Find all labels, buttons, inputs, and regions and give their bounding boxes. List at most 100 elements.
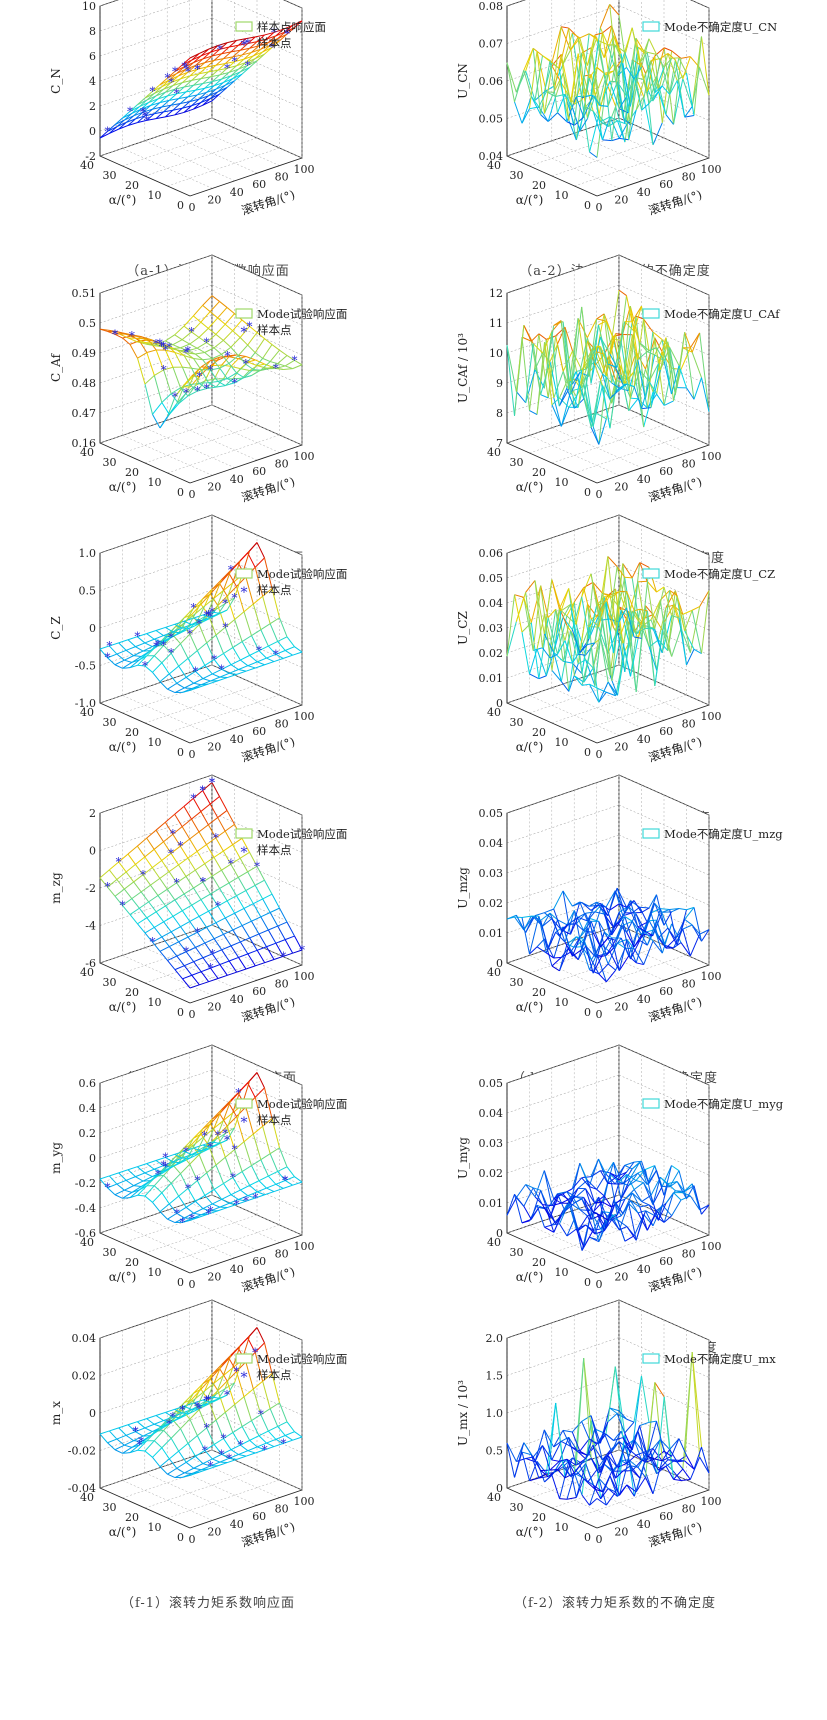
mesh-line bbox=[247, 661, 258, 667]
mesh-line bbox=[628, 1203, 639, 1214]
mesh-line bbox=[116, 879, 125, 890]
mesh-line bbox=[144, 113, 155, 117]
mesh-line bbox=[206, 64, 217, 68]
sample-point-marker: * bbox=[179, 1403, 185, 1417]
sample-point-marker: * bbox=[144, 113, 150, 127]
mesh-line bbox=[210, 967, 219, 979]
roll-tick-label: 60 bbox=[659, 985, 673, 998]
mesh-line bbox=[137, 1185, 148, 1196]
mesh-line bbox=[189, 915, 200, 922]
mesh-line bbox=[125, 118, 136, 123]
alpha-tick-label: 10 bbox=[555, 1266, 569, 1279]
mesh-line bbox=[506, 594, 515, 657]
roll-tick-label: 0 bbox=[596, 748, 603, 761]
mesh-line bbox=[108, 1175, 118, 1185]
mesh-line bbox=[599, 336, 609, 365]
mesh-line bbox=[603, 603, 613, 681]
mesh-line bbox=[167, 960, 176, 970]
mesh-line bbox=[682, 56, 691, 79]
mesh-line bbox=[226, 1125, 236, 1150]
mesh-line bbox=[217, 42, 228, 46]
mesh-line bbox=[665, 114, 674, 125]
mesh-line bbox=[176, 66, 185, 74]
sample-point-marker: * bbox=[202, 1129, 208, 1143]
mesh-line bbox=[255, 962, 265, 967]
mesh-line bbox=[553, 1430, 564, 1448]
chart-svg: **************************0.60.40.20-0.2… bbox=[49, 1044, 347, 1295]
mesh-line bbox=[665, 59, 676, 115]
mesh-line bbox=[240, 368, 250, 371]
alpha-axis bbox=[99, 1232, 191, 1274]
mesh-line bbox=[135, 1431, 144, 1437]
mesh-line bbox=[202, 1144, 211, 1148]
mesh-line bbox=[590, 1415, 599, 1445]
mesh-line bbox=[611, 364, 620, 404]
mesh-line bbox=[183, 798, 194, 807]
mesh-line bbox=[245, 1197, 256, 1202]
mesh-line bbox=[644, 1448, 654, 1463]
mesh-line bbox=[605, 906, 614, 928]
mesh-line bbox=[560, 947, 570, 958]
mesh-line bbox=[622, 63, 631, 107]
mesh-line bbox=[146, 911, 157, 919]
mesh-line bbox=[635, 913, 644, 935]
mesh-line bbox=[682, 1192, 691, 1197]
chart-panel-b2: 12 11 10 9 8 7 40 30 20 10 0 0 20 40 60 80 100 U_CAf / 10… bbox=[415, 254, 815, 582]
mesh-line bbox=[189, 384, 198, 392]
mesh-line bbox=[266, 946, 275, 960]
gridline bbox=[574, 419, 665, 461]
mesh-line bbox=[269, 912, 279, 927]
mesh-line bbox=[200, 98, 211, 104]
mesh-line bbox=[159, 681, 168, 690]
mesh-line bbox=[266, 35, 276, 40]
mesh-line bbox=[589, 151, 598, 158]
mesh-line bbox=[195, 58, 204, 66]
mesh-line bbox=[199, 981, 209, 986]
mesh-line bbox=[168, 871, 178, 884]
mesh-line bbox=[135, 856, 146, 865]
mesh-line bbox=[196, 844, 207, 852]
mesh-line bbox=[633, 1160, 642, 1163]
mesh-line bbox=[639, 1161, 648, 1185]
mesh-line bbox=[178, 941, 187, 953]
mesh-line bbox=[226, 810, 235, 825]
mesh-line bbox=[191, 98, 200, 107]
mesh-line bbox=[204, 1195, 213, 1205]
mesh-line bbox=[224, 823, 235, 832]
mesh-line bbox=[150, 339, 159, 343]
mesh-line bbox=[551, 918, 560, 936]
mesh-line bbox=[618, 1441, 628, 1464]
mesh-line bbox=[209, 311, 218, 319]
mesh-line bbox=[607, 556, 616, 626]
mesh-line bbox=[137, 358, 146, 385]
mesh-line bbox=[202, 1378, 211, 1385]
mesh-line bbox=[644, 53, 654, 102]
sample-point-marker: * bbox=[190, 791, 196, 805]
mesh-line bbox=[118, 639, 129, 644]
mesh-line bbox=[240, 1184, 250, 1191]
mesh-line bbox=[174, 893, 185, 901]
mesh-line bbox=[144, 108, 153, 117]
mesh-line bbox=[543, 1429, 553, 1461]
mesh-line bbox=[109, 128, 119, 134]
mesh-line bbox=[174, 351, 185, 357]
mesh-line bbox=[525, 343, 534, 403]
mesh-line bbox=[169, 75, 179, 81]
mesh-line bbox=[622, 1177, 631, 1185]
mesh-line bbox=[225, 378, 234, 386]
mesh-line bbox=[600, 638, 609, 683]
mesh-line bbox=[210, 367, 220, 371]
mesh-line bbox=[603, 1195, 613, 1208]
mesh-line bbox=[221, 51, 232, 55]
mesh-line bbox=[521, 108, 530, 124]
mesh-line bbox=[232, 844, 241, 859]
mesh-line bbox=[237, 877, 247, 891]
mesh-line bbox=[213, 1444, 223, 1455]
mesh-line bbox=[245, 363, 254, 370]
mesh-line bbox=[286, 1166, 295, 1177]
mesh-line bbox=[144, 1172, 153, 1177]
mesh-line bbox=[161, 1437, 172, 1449]
mesh-line bbox=[598, 681, 609, 703]
mesh-line bbox=[607, 1488, 616, 1493]
mesh-line bbox=[633, 948, 645, 965]
